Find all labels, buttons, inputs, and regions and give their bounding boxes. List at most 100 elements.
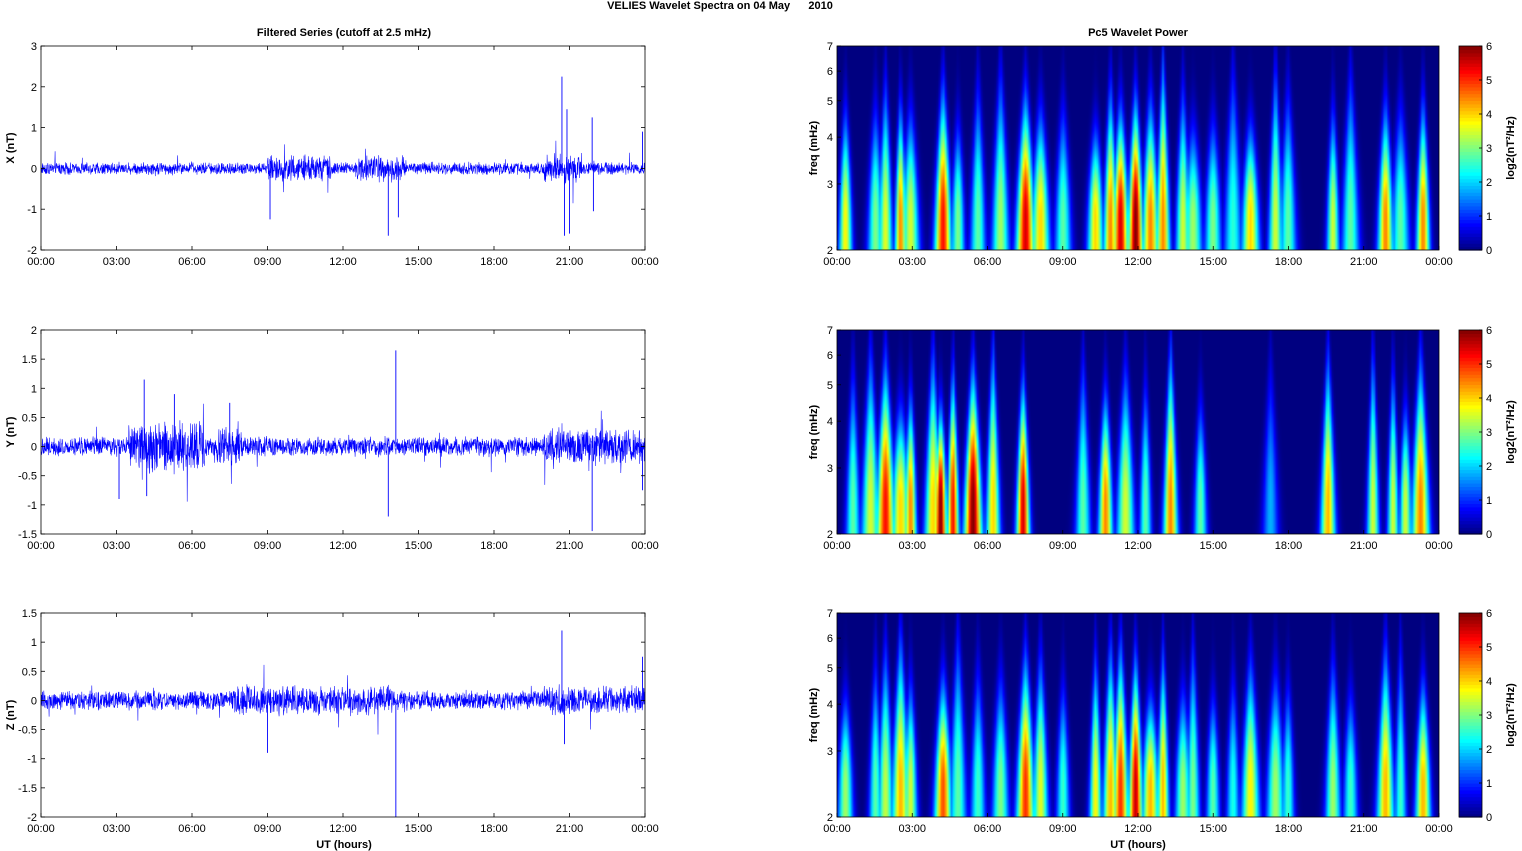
y-wavelet-colorbar-segment <box>1459 520 1482 525</box>
y-wavelet-colorbar-tick-label: 3 <box>1486 427 1492 439</box>
y-wavelet-colorbar-tick-label: 2 <box>1486 461 1492 473</box>
z-wavelet-colorbar-segment <box>1459 613 1482 617</box>
z-series-ytick-label: 1 <box>31 637 37 649</box>
y-wavelet-colorbar-segment <box>1459 462 1482 467</box>
x-series-trace <box>40 140 646 204</box>
z-wavelet-colorbar-segment <box>1459 657 1482 662</box>
z-series-plot-area <box>41 613 645 817</box>
y-wavelet-ytick-label: 4 <box>827 416 833 428</box>
z-wavelet-colorbar-segment <box>1459 728 1482 733</box>
y-wavelet-colorbar-segment <box>1459 479 1482 484</box>
z-wavelet-colorbar-segment <box>1459 708 1482 713</box>
x-wavelet-colorbar-segment <box>1459 141 1482 146</box>
y-wavelet-colorbar-segment <box>1459 489 1482 494</box>
z-series-ylabel: Z (nT) <box>5 699 17 730</box>
x-wavelet-colorbar-segment <box>1459 229 1482 234</box>
x-series-plot: -2 -1 0 1 2 3 00:00 03:00 06:00 09:00 12:00 15:00 18… <box>5 41 659 268</box>
y-wavelet-colorbar-segment <box>1459 442 1482 447</box>
x-wavelet-colorbar-segment <box>1459 209 1482 214</box>
z-wavelet-colorbar-segment <box>1459 779 1482 784</box>
x-wavelet-xtick-label: 03:00 <box>898 256 926 268</box>
x-wavelet-plot: 2 3 4 5 6 7 00:00 03:00 06:00 09:00 12:00 15:00 18:0… <box>808 41 1517 268</box>
y-wavelet-colorbar-segment <box>1459 503 1482 508</box>
x-wavelet-colorbar-segment <box>1459 158 1482 163</box>
z-series-xtick-label: 03:00 <box>103 823 131 835</box>
x-wavelet-colorbar-segment <box>1459 151 1482 156</box>
y-wavelet-colorbar: 0 1 2 3 4 5 6 log2(nT²/Hz) <box>1458 325 1517 541</box>
x-wavelet-xtick-label: 18:00 <box>1275 256 1303 268</box>
x-wavelet-colorbar-segment <box>1459 212 1482 217</box>
x-series-ytick-label: 2 <box>31 82 37 94</box>
x-wavelet-colorbar-segment <box>1459 178 1482 183</box>
x-wavelet-colorbar-segment <box>1459 63 1482 67</box>
y-wavelet-xtick-label: 03:00 <box>898 540 926 552</box>
z-series-ytick-label: -1 <box>27 754 37 766</box>
x-series-xtick-label: 21:00 <box>556 256 584 268</box>
y-wavelet-colorbar-segment <box>1459 459 1482 464</box>
z-wavelet-colorbar-segment <box>1459 687 1482 692</box>
x-wavelet-colorbar-segment <box>1459 76 1482 81</box>
x-wavelet-colorbar-segment <box>1459 100 1482 105</box>
y-series-ytick-label: 1.5 <box>22 354 37 366</box>
y-wavelet-colorbar-segment <box>1459 374 1482 379</box>
y-wavelet-colorbar-segment <box>1459 435 1482 440</box>
y-wavelet-xtick-label: 00:00 <box>823 540 851 552</box>
x-wavelet-colorbar-segment <box>1459 148 1482 152</box>
z-wavelet-colorbar-segment <box>1459 752 1482 757</box>
y-wavelet-colorbar-segment <box>1459 350 1482 355</box>
y-wavelet-colorbar-segment <box>1459 527 1482 532</box>
z-wavelet-xtick-label: 06:00 <box>974 823 1002 835</box>
y-series-ytick-label: -0.5 <box>18 471 37 483</box>
x-wavelet-colorbar-segment <box>1459 59 1482 64</box>
x-wavelet-colorbar-segment <box>1459 154 1482 159</box>
x-wavelet-xtick-label: 06:00 <box>974 256 1002 268</box>
left-xlabel: UT (hours) <box>316 839 372 851</box>
z-series-ytick-label: -2 <box>27 812 37 824</box>
z-wavelet-ytick-label: 6 <box>827 633 833 645</box>
x-wavelet-xtick-label: 00:00 <box>823 256 851 268</box>
z-wavelet-colorbar-segment <box>1459 718 1482 723</box>
y-wavelet-colorbar-segment <box>1459 357 1482 362</box>
y-wavelet-ytick-label: 6 <box>827 350 833 362</box>
z-wavelet-colorbar-segment <box>1459 691 1482 696</box>
z-wavelet-colorbar-segment <box>1459 769 1482 774</box>
x-wavelet-xtick-label: 00:00 <box>1425 256 1453 268</box>
x-wavelet-colorbar-segment <box>1459 188 1482 193</box>
x-wavelet-ytick-label: 6 <box>827 66 833 78</box>
y-wavelet-power-image <box>837 330 1439 534</box>
x-wavelet-colorbar-segment <box>1459 93 1482 98</box>
z-wavelet-colorbar-segment <box>1459 755 1482 760</box>
y-wavelet-colorbar-segment <box>1459 496 1482 501</box>
z-series-xtick-label: 12:00 <box>329 823 357 835</box>
x-wavelet-colorbar-segment <box>1459 185 1482 190</box>
right-column-title: Pc5 Wavelet Power <box>1088 27 1189 39</box>
y-wavelet-colorbar-segment <box>1459 411 1482 416</box>
x-series-ytick-label: 3 <box>31 41 37 53</box>
z-series-ytick-label: 1.5 <box>22 608 37 620</box>
y-series-xtick-label: 00:00 <box>631 540 659 552</box>
z-wavelet-colorbar-segment <box>1459 776 1482 781</box>
y-series-ytick-label: 1 <box>31 383 37 395</box>
y-wavelet-xtick-label: 12:00 <box>1124 540 1152 552</box>
x-wavelet-colorbar-segment <box>1459 46 1482 50</box>
figure-suptitle: VELIES Wavelet Spectra on 04 May 2010 <box>607 0 833 12</box>
z-wavelet-colorbar-tick-label: 2 <box>1486 744 1492 756</box>
x-series-xtick-label: 15:00 <box>405 256 433 268</box>
z-series-trace <box>40 664 646 735</box>
x-wavelet-colorbar-segment <box>1459 134 1482 139</box>
y-wavelet-xtick-label: 21:00 <box>1350 540 1378 552</box>
z-wavelet-colorbar-segment <box>1459 810 1482 815</box>
z-wavelet-colorbar-segment <box>1459 630 1482 634</box>
z-wavelet-colorbar-segment <box>1459 674 1482 679</box>
z-wavelet-colorbar-segment <box>1459 759 1482 764</box>
y-wavelet-colorbar-tick-label: 5 <box>1486 359 1492 371</box>
z-wavelet-ytick-label: 2 <box>827 812 833 824</box>
y-series-ytick-label: -1 <box>27 500 37 512</box>
z-wavelet-colorbar-segment <box>1459 664 1482 668</box>
z-wavelet-colorbar-segment <box>1459 684 1482 689</box>
z-wavelet-colorbar-segment <box>1459 749 1482 753</box>
y-wavelet-colorbar-segment <box>1459 455 1482 460</box>
x-wavelet-power-image <box>837 46 1439 250</box>
y-wavelet-colorbar-tick-label: 0 <box>1486 529 1492 541</box>
x-wavelet-colorbar-tick-label: 5 <box>1486 75 1492 87</box>
